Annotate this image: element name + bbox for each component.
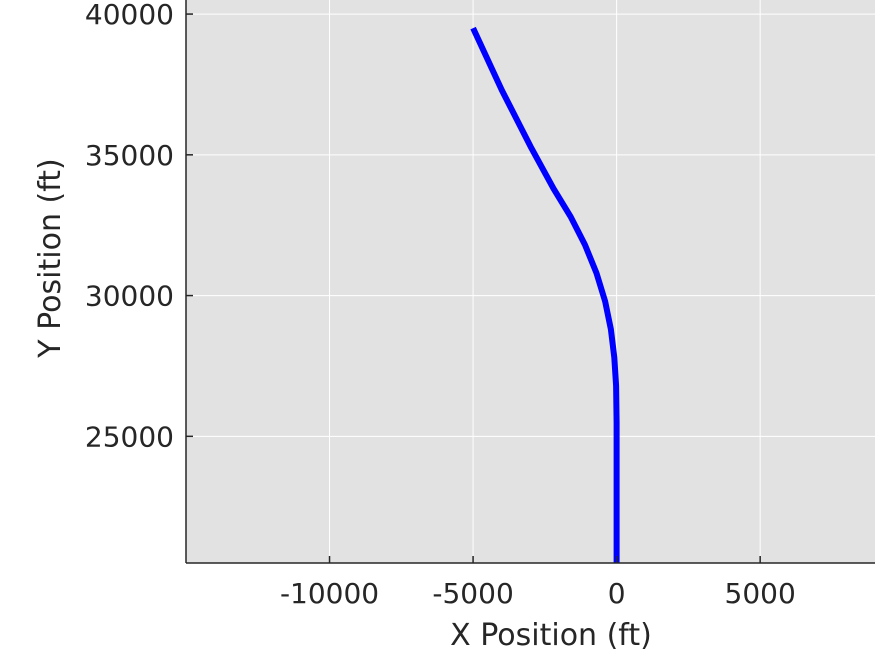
x-axis-label: X Position (ft) [450,618,652,653]
series-lines [470,26,620,563]
trajectory-line [470,26,620,563]
axes [185,0,875,564]
y-tick-labels: 25000 30000 35000 40000 [85,0,174,453]
grid-lines [186,0,875,563]
plot-area [186,0,875,563]
y-tick-label: 25000 [85,420,174,453]
y-tick-label: 35000 [85,139,174,172]
x-tick-label: 0 [608,577,626,610]
x-tick-label: 5000 [725,577,796,610]
x-tick-labels: -10000 -5000 0 5000 [280,577,796,610]
y-tick-label: 30000 [85,280,174,313]
y-tick-label: 40000 [85,0,174,31]
y-axis-label: Y Position (ft) [33,158,68,358]
x-tick-label: -5000 [432,577,513,610]
x-tick-label: -10000 [280,577,379,610]
